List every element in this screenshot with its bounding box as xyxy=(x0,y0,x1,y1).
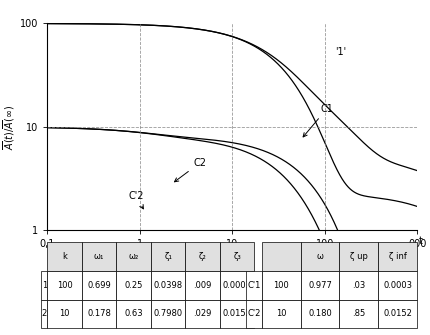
Text: C1: C1 xyxy=(303,104,333,137)
Text: '1': '1' xyxy=(335,47,346,57)
Y-axis label: $\overline{A}(t)/\overline{A}(\infty)$: $\overline{A}(t)/\overline{A}(\infty)$ xyxy=(2,104,17,150)
Text: C2: C2 xyxy=(175,158,206,182)
Text: t: t xyxy=(419,236,423,246)
Text: C'2: C'2 xyxy=(128,191,144,209)
